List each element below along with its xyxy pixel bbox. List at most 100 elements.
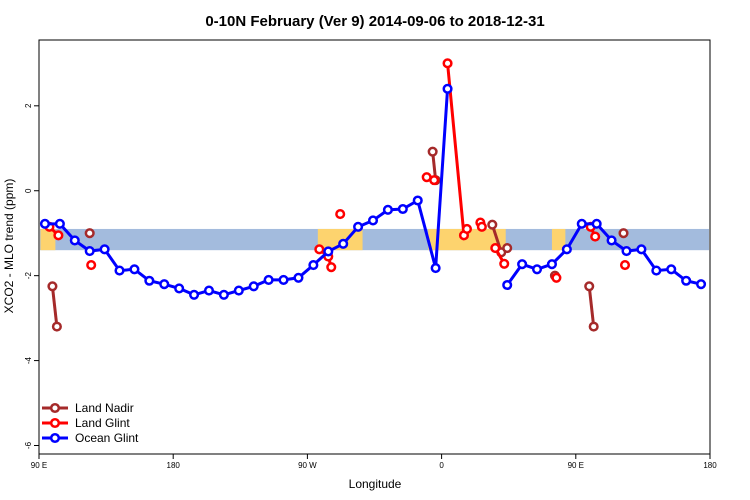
ocean-glint-point-30 — [517, 259, 528, 270]
y-tick-label-5: 2 — [24, 103, 33, 108]
ocean-glint-point-27 — [430, 262, 441, 274]
legend-label-land-glint: Land Glint — [75, 416, 130, 430]
land-glint-point-19 — [590, 231, 601, 242]
ocean-glint-point-32 — [546, 259, 557, 270]
land-glint-point-14 — [476, 221, 487, 232]
land-nadir-line-6 — [587, 286, 596, 327]
ocean-glint-point-22 — [353, 221, 364, 232]
land-glint-point-16 — [499, 258, 510, 269]
ocean-glint-line-1 — [44, 88, 450, 297]
land-patch-1 — [40, 228, 56, 251]
y-tick-label-2: -4 — [24, 356, 33, 364]
land-glint-point-15 — [490, 243, 501, 254]
land-glint-point-7 — [335, 209, 346, 220]
ocean-glint-point-12 — [203, 285, 215, 296]
legend-label-ocean-glint: Ocean Glint — [75, 431, 139, 445]
land-glint-point-12 — [461, 223, 472, 235]
ocean-glint-point-31 — [531, 264, 543, 275]
ocean-glint-point-29 — [502, 279, 513, 291]
ocean-glint-point-2 — [54, 218, 65, 229]
ocean-glint-point-9 — [159, 279, 170, 290]
ocean-glint-point-5 — [99, 244, 110, 255]
x-axis-label: Longitude — [349, 477, 402, 491]
ocean-glint-point-28 — [442, 83, 453, 94]
y-tick-label-1: -6 — [24, 441, 33, 449]
ocean-glint-point-18 — [293, 272, 304, 283]
land-nadir-point-3 — [84, 228, 95, 239]
x-tick-label-4: 0 — [439, 461, 444, 470]
land-glint-point-4 — [314, 244, 325, 255]
ocean-glint-point-40 — [666, 264, 677, 275]
x-tick-label-3: 90 W — [298, 461, 317, 470]
land-glint-point-3 — [86, 259, 97, 271]
land-glint-point-20 — [619, 259, 631, 271]
ocean-glint-point-21 — [338, 238, 349, 249]
ocean-glint-point-37 — [621, 245, 632, 257]
x-tick-label-1: 90 E — [31, 461, 47, 470]
ocean-glint-point-42 — [696, 279, 707, 290]
land-glint-point-10 — [442, 58, 453, 69]
y-tick-label-3: -2 — [24, 272, 33, 280]
land-nadir-point-2 — [51, 321, 62, 332]
ocean-glint-point-15 — [248, 281, 259, 292]
ocean-glint-point-16 — [263, 274, 274, 285]
legend-marker-ocean-glint — [49, 432, 61, 444]
ocean-glint-point-8 — [144, 275, 155, 286]
land-patch-3 — [428, 228, 506, 251]
ocean-glint-point-3 — [69, 235, 80, 246]
land-nadir-point-12 — [618, 228, 629, 239]
ocean-glint-point-23 — [367, 215, 379, 226]
ocean-glint-point-25 — [397, 203, 408, 215]
ocean-glint-point-20 — [323, 246, 334, 257]
ocean-glint-point-13 — [218, 289, 229, 300]
land-nadir-point-10 — [584, 281, 595, 292]
land-glint-point-6 — [326, 262, 337, 273]
ocean-glint-point-41 — [681, 275, 692, 286]
ocean-glint-point-6 — [114, 265, 125, 276]
ocean-glint-point-11 — [189, 289, 200, 300]
ocean-glint-point-35 — [591, 218, 602, 229]
y-axis-label: XCO2 - MLO trend (ppm) — [2, 179, 16, 314]
ocean-glint-point-14 — [233, 285, 244, 296]
land-nadir-point-1 — [47, 281, 58, 292]
land-nadir-line-1 — [50, 286, 59, 327]
ocean-glint-point-24 — [382, 204, 393, 215]
ocean-glint-point-36 — [606, 235, 617, 246]
y-tick-label-4: 0 — [24, 188, 33, 193]
legend-marker-land-glint — [49, 417, 61, 429]
ocean-glint-point-17 — [278, 274, 289, 285]
ocean-glint-point-34 — [576, 218, 587, 229]
land-glint-point-2 — [53, 230, 64, 241]
ocean-glint-point-33 — [561, 244, 572, 255]
land-glint-point-9 — [429, 175, 440, 186]
ocean-glint-point-19 — [308, 259, 319, 271]
y-axis: -6 -4 -2 0 2 — [24, 103, 39, 449]
ocean-glint-point-38 — [636, 244, 647, 255]
land-glint-point-17 — [551, 272, 562, 283]
land-patch-4 — [551, 228, 566, 251]
land-nadir-point-4 — [427, 146, 438, 157]
x-tick-label-5: 90 E — [568, 461, 584, 470]
series-layer — [39, 58, 707, 332]
series-land-glint — [44, 58, 631, 283]
x-tick-label-6: 180 — [703, 461, 717, 470]
plot-frame — [38, 39, 711, 455]
ocean-band — [40, 228, 709, 251]
world-map-band — [40, 228, 709, 251]
land-nadir-point-8 — [502, 243, 513, 254]
ocean-glint-point-7 — [129, 264, 140, 275]
chart-title: 0-10N February (Ver 9) 2014-09-06 to 201… — [205, 13, 544, 30]
ocean-glint-point-1 — [39, 218, 51, 229]
ocean-glint-point-39 — [651, 265, 662, 276]
ocean-glint-point-4 — [84, 245, 95, 257]
legend-label-land-nadir: Land Nadir — [75, 401, 134, 415]
land-nadir-point-11 — [588, 321, 599, 332]
ocean-glint-point-26 — [412, 195, 423, 206]
x-axis: 90 E 180 90 W 0 90 E 180 — [31, 454, 717, 470]
ocean-glint-point-10 — [174, 283, 185, 294]
legend-marker-land-nadir — [49, 402, 61, 414]
land-nadir-point-6 — [487, 219, 498, 230]
x-tick-label-2: 180 — [167, 461, 181, 470]
